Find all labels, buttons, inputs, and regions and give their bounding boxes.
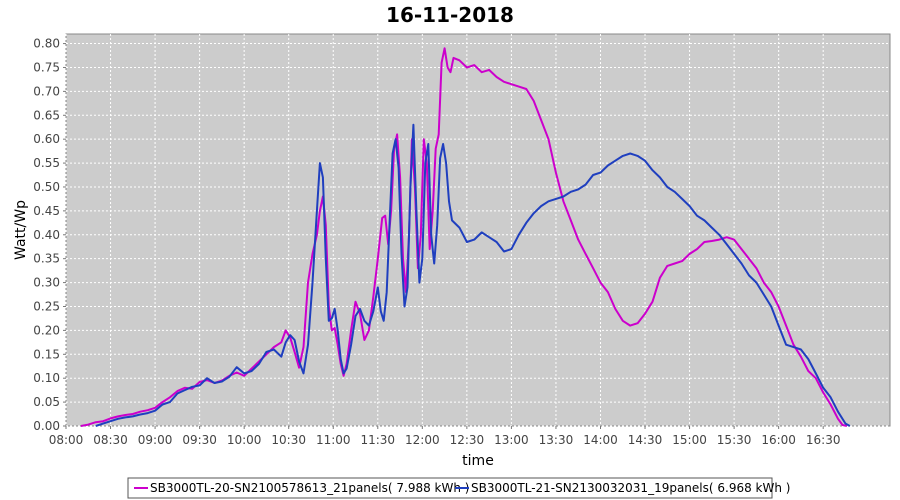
y-tick-label: 0.70 [33, 84, 60, 98]
x-tick-label: 13:30 [539, 433, 574, 447]
x-tick-label: 12:00 [405, 433, 440, 447]
y-tick-label: 0.55 [33, 156, 60, 170]
x-tick-label: 16:00 [761, 433, 796, 447]
legend-label-series-1: SB3000TL-20-SN2100578613_21panels( 7.988… [150, 481, 469, 495]
chart-title: 16-11-2018 [386, 3, 514, 27]
y-tick-label: 0.15 [33, 347, 60, 361]
y-tick-label: 0.75 [33, 60, 60, 74]
x-tick-label: 15:00 [672, 433, 707, 447]
y-tick-label: 0.05 [33, 395, 60, 409]
x-tick-label: 14:00 [583, 433, 618, 447]
legend: SB3000TL-20-SN2100578613_21panels( 7.988… [127, 477, 790, 499]
series-lines [80, 47, 851, 427]
y-tick-label: 0.60 [33, 132, 60, 146]
x-tick-label: 15:30 [717, 433, 752, 447]
x-tick-label: 09:30 [182, 433, 217, 447]
x-tick-label: 10:00 [227, 433, 262, 447]
y-tick-label: 0.80 [33, 37, 60, 51]
y-tick-label: 0.65 [33, 108, 60, 122]
y-tick-label: 0.30 [33, 276, 60, 290]
gridlines [65, 34, 890, 427]
y-axis-label: Watt/Wp [13, 200, 29, 260]
y-tick-label: 0.25 [33, 299, 60, 313]
y-tick-label: 0.10 [33, 371, 60, 385]
plot-area [65, 33, 891, 427]
y-tick-label: 0.50 [33, 180, 60, 194]
x-tick-label: 16:30 [806, 433, 841, 447]
y-tick-label: 0.40 [33, 228, 60, 242]
x-axis-label: time [462, 453, 494, 469]
x-tick-label: 12:30 [450, 433, 485, 447]
series-line-2 [95, 123, 851, 427]
x-tick-label: 14:30 [628, 433, 663, 447]
x-tick-label: 09:00 [138, 433, 173, 447]
y-axis-ticks: 0.00 0.05 0.10 0.15 0.20 0.25 0.30 0.35 0.40 0.45… [33, 37, 66, 433]
y-tick-label: 0.35 [33, 252, 60, 266]
legend-box [127, 477, 773, 499]
x-tick-label: 10:30 [271, 433, 306, 447]
x-tick-label: 08:00 [49, 433, 84, 447]
x-axis-ticks: 08:00 08:30 09:00 09:30 10:00 10:30 11:00 11:30… [49, 426, 841, 447]
x-tick-label: 11:30 [360, 433, 395, 447]
y-tick-label: 0.00 [33, 419, 60, 433]
x-tick-label: 13:00 [494, 433, 529, 447]
legend-label-series-2: SB3000TL-21-SN2130032031_19panels( 6.968… [471, 481, 790, 495]
series-line-1 [80, 47, 848, 427]
y-tick-label: 0.20 [33, 323, 60, 337]
x-tick-label: 11:00 [316, 433, 351, 447]
x-tick-label: 08:30 [93, 433, 128, 447]
y-tick-label: 0.45 [33, 204, 60, 218]
